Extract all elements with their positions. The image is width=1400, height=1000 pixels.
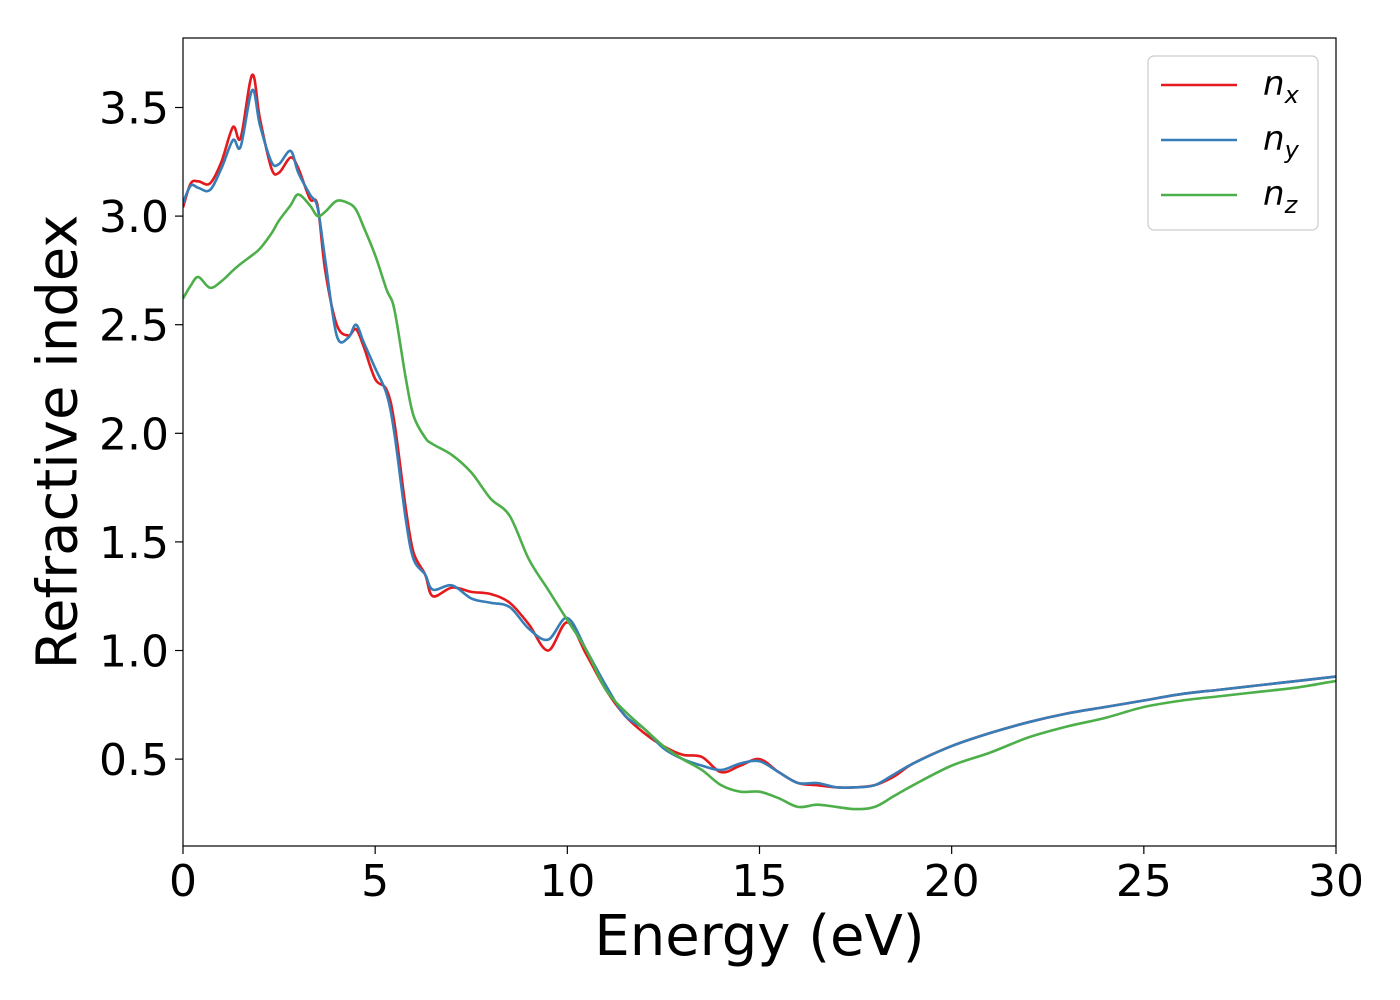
y-axis: 0.5 1.0 1.5 2.0 2.5 3.0 3.5: [99, 84, 183, 786]
series-line-ny: [183, 88, 1336, 790]
x-tick-label: 20: [924, 856, 980, 907]
series-layer: [183, 73, 1336, 811]
legend-label-base: n: [1263, 174, 1285, 214]
x-tick-label: 15: [732, 856, 788, 907]
x-tick-label: 10: [539, 856, 595, 907]
x-tick-label: 25: [1116, 856, 1172, 907]
y-tick-label: 1.5: [99, 518, 169, 569]
legend-frame: [1147, 55, 1319, 231]
legend-label-nz: nz: [1263, 174, 1299, 219]
series-line-nz: [183, 193, 1336, 811]
legend-label-ny: ny: [1263, 119, 1300, 164]
y-tick-label: 2.0: [99, 409, 169, 460]
y-tick-label: 0.5: [99, 735, 169, 786]
y-tick-label: 3.5: [99, 84, 169, 135]
legend-label-subscript: y: [1284, 136, 1300, 164]
y-axis-title: Refractive index: [26, 215, 91, 670]
y-tick-label: 2.5: [99, 301, 169, 352]
y-tick-label: 1.0: [99, 627, 169, 678]
x-tick-label: 5: [361, 856, 389, 907]
y-tick-label: 3.0: [99, 192, 169, 243]
legend-label-nx: nx: [1263, 64, 1300, 109]
legend-label-subscript: z: [1284, 191, 1299, 219]
x-axis: 0 5 10 15 20 25 30: [169, 846, 1364, 907]
x-tick-label: 0: [169, 856, 197, 907]
legend-label-subscript: x: [1284, 81, 1300, 109]
legend-label-base: n: [1263, 119, 1285, 159]
x-axis-title: Energy (eV): [594, 904, 924, 969]
x-tick-label: 30: [1308, 856, 1364, 907]
legend-label-base: n: [1263, 64, 1285, 104]
